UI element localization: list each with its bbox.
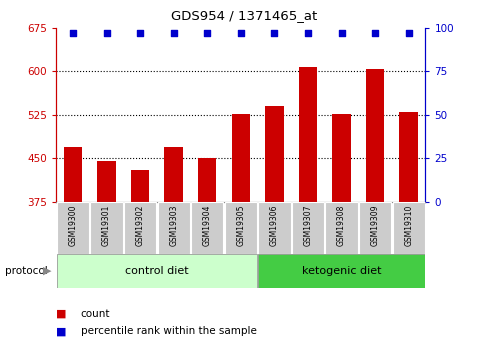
Bar (298, 67, 317, 202)
Text: GSM19304: GSM19304 (203, 204, 211, 246)
Bar (57, 202, 89, 254)
Bar (164, 147, 183, 202)
Text: GSM19307: GSM19307 (303, 204, 312, 246)
Bar (124, 202, 156, 254)
Point (102, 30, 110, 36)
Text: GSM19302: GSM19302 (135, 204, 144, 246)
Bar (258, 254, 424, 288)
Bar (198, 158, 216, 202)
Bar (392, 202, 424, 254)
Point (169, 30, 177, 36)
Point (69, 30, 77, 36)
Bar (157, 202, 189, 254)
Text: ▶: ▶ (43, 266, 52, 276)
Point (304, 30, 311, 36)
Text: GDS954 / 1371465_at: GDS954 / 1371465_at (171, 9, 317, 22)
Point (404, 30, 412, 36)
Bar (191, 202, 223, 254)
Bar (131, 170, 149, 202)
Text: GSM19306: GSM19306 (269, 204, 278, 246)
Bar (332, 114, 350, 202)
Bar (258, 202, 290, 254)
Text: ■: ■ (56, 309, 66, 319)
Text: protocol: protocol (5, 266, 47, 276)
Point (370, 30, 378, 36)
Text: GSM19309: GSM19309 (370, 204, 379, 246)
Text: GSM19300: GSM19300 (68, 204, 78, 246)
Text: ketogenic diet: ketogenic diet (301, 266, 381, 276)
Bar (264, 106, 283, 202)
Bar (291, 202, 324, 254)
Text: percentile rank within the sample: percentile rank within the sample (81, 326, 256, 336)
Point (236, 30, 244, 36)
Point (270, 30, 278, 36)
Bar (57, 254, 256, 288)
Bar (224, 202, 256, 254)
Text: GSM19301: GSM19301 (102, 204, 111, 246)
Text: GSM19305: GSM19305 (236, 204, 245, 246)
Point (337, 30, 345, 36)
Bar (231, 114, 249, 202)
Text: GSM19308: GSM19308 (336, 204, 346, 246)
Bar (90, 202, 122, 254)
Text: GSM19310: GSM19310 (403, 204, 412, 246)
Bar (358, 202, 390, 254)
Text: GSM19303: GSM19303 (169, 204, 178, 246)
Bar (399, 112, 417, 202)
Point (203, 30, 211, 36)
Bar (325, 202, 357, 254)
Text: ■: ■ (56, 326, 66, 336)
Bar (97, 161, 116, 202)
Bar (365, 69, 384, 202)
Text: count: count (81, 309, 110, 319)
Bar (63, 147, 82, 202)
Point (136, 30, 144, 36)
Text: control diet: control diet (125, 266, 188, 276)
